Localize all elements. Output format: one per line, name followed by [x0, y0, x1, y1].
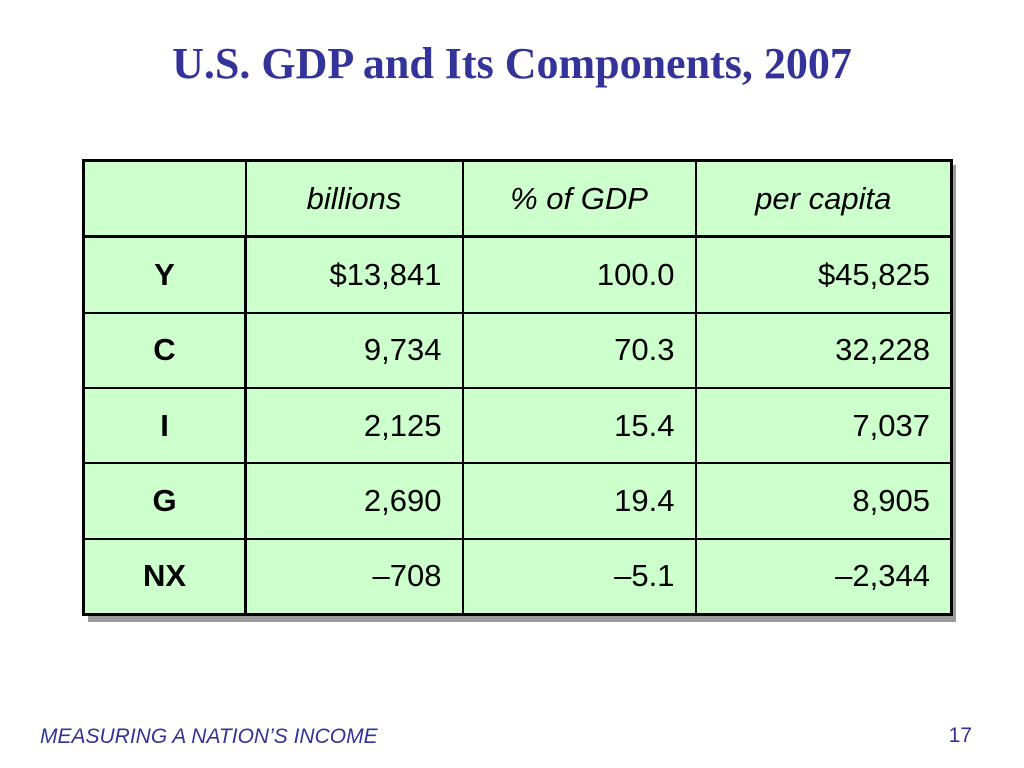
- pct-gdp-cell: 19.4: [461, 462, 697, 540]
- header-cell-billions: billions: [244, 159, 464, 239]
- table-row: Y $13,841 100.0 $45,825: [82, 235, 953, 314]
- footer-section-title: MEASURING A NATION’S INCOME: [40, 725, 378, 748]
- billions-cell: 9,734: [244, 311, 464, 389]
- row-label: I: [82, 386, 247, 465]
- per-capita-cell: $45,825: [694, 235, 953, 314]
- table-row: NX –708 –5.1 –2,344: [82, 537, 953, 616]
- pct-gdp-cell: 70.3: [461, 311, 697, 389]
- per-capita-cell: 7,037: [694, 386, 953, 465]
- billions-cell: $13,841: [244, 235, 464, 314]
- row-label: C: [82, 311, 247, 389]
- pct-gdp-cell: –5.1: [461, 537, 697, 616]
- per-capita-cell: 32,228: [694, 311, 953, 389]
- billions-cell: 2,125: [244, 386, 464, 465]
- row-label: G: [82, 462, 247, 540]
- table-row: G 2,690 19.4 8,905: [82, 462, 953, 540]
- per-capita-cell: –2,344: [694, 537, 953, 616]
- page-number: 17: [948, 724, 972, 747]
- slide-title: U.S. GDP and Its Components, 2007: [172, 39, 852, 88]
- billions-cell: –708: [244, 537, 464, 616]
- header-cell-per-capita: per capita: [694, 159, 953, 239]
- table-header-row: billions % of GDP per capita: [82, 159, 953, 239]
- pct-gdp-cell: 15.4: [461, 386, 697, 465]
- table-row: I 2,125 15.4 7,037: [82, 386, 953, 465]
- per-capita-cell: 8,905: [694, 462, 953, 540]
- row-label: NX: [82, 537, 247, 616]
- gdp-table-container: billions % of GDP per capita Y $13,841 1…: [82, 159, 956, 622]
- header-cell-pct-gdp: % of GDP: [461, 159, 697, 239]
- pct-gdp-cell: 100.0: [461, 235, 697, 314]
- table-row: C 9,734 70.3 32,228: [82, 311, 953, 389]
- billions-cell: 2,690: [244, 462, 464, 540]
- gdp-components-table: billions % of GDP per capita Y $13,841 1…: [82, 159, 953, 616]
- header-cell-empty: [82, 159, 247, 239]
- row-label: Y: [82, 235, 247, 314]
